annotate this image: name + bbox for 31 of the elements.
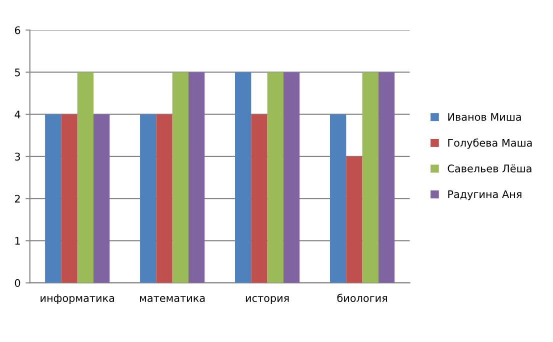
bar <box>188 72 205 283</box>
bar <box>283 72 300 283</box>
x-tick-label: информатика <box>40 294 114 304</box>
y-tick-label: 5 <box>15 68 20 76</box>
bar <box>45 114 62 283</box>
bar <box>172 72 188 283</box>
bar <box>235 72 252 283</box>
y-tick-label: 6 <box>14 26 20 34</box>
x-tick-label: история <box>246 296 289 304</box>
bar <box>140 114 156 283</box>
x-tick-label: биология <box>337 294 387 302</box>
bar <box>330 114 346 283</box>
bar <box>362 72 378 283</box>
x-tick-label: математика <box>140 296 205 302</box>
bar <box>378 72 395 283</box>
y-tick-label: 1 <box>15 237 20 245</box>
y-tick-label: 2 <box>14 194 20 203</box>
legend-label: Голубева Маша <box>448 138 532 149</box>
y-tick-label: 3 <box>15 152 20 161</box>
y-tick-label: 0 <box>14 279 20 287</box>
bar <box>156 114 172 283</box>
y-tick-label: 4 <box>14 110 20 118</box>
bar <box>346 156 362 283</box>
bar <box>267 72 284 283</box>
bar <box>61 114 78 283</box>
bar <box>77 72 94 283</box>
bar <box>251 114 268 283</box>
legend-label: Иванов Миша <box>448 113 521 121</box>
legend-label: Савельев Лёша <box>448 164 532 172</box>
bar <box>93 114 110 283</box>
legend-label: Радугина Аня <box>448 190 522 200</box>
